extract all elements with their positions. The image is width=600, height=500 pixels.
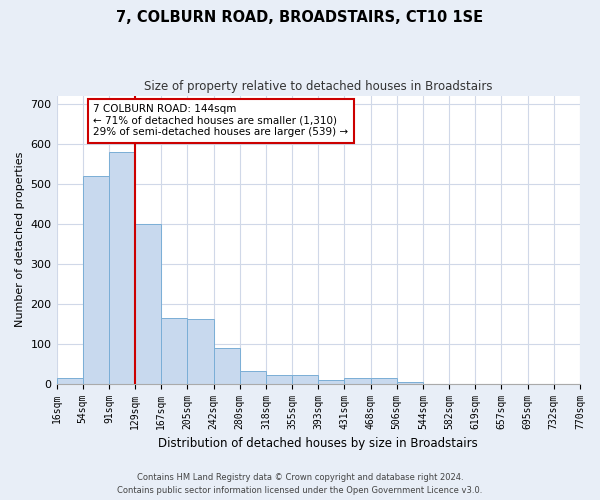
Text: Contains HM Land Registry data © Crown copyright and database right 2024.
Contai: Contains HM Land Registry data © Crown c… — [118, 474, 482, 495]
Bar — [344, 378, 371, 384]
Bar — [109, 152, 135, 384]
Bar — [56, 378, 83, 384]
Bar — [371, 378, 397, 384]
Text: 7 COLBURN ROAD: 144sqm
← 71% of detached houses are smaller (1,310)
29% of semi-: 7 COLBURN ROAD: 144sqm ← 71% of detached… — [93, 104, 349, 138]
Y-axis label: Number of detached properties: Number of detached properties — [15, 152, 25, 328]
Bar — [318, 380, 344, 384]
Bar — [83, 176, 109, 384]
Bar — [240, 371, 266, 384]
Text: 7, COLBURN ROAD, BROADSTAIRS, CT10 1SE: 7, COLBURN ROAD, BROADSTAIRS, CT10 1SE — [116, 10, 484, 25]
Bar — [187, 319, 214, 384]
Bar — [292, 375, 318, 384]
Bar — [214, 348, 240, 384]
Bar — [397, 382, 423, 384]
Title: Size of property relative to detached houses in Broadstairs: Size of property relative to detached ho… — [144, 80, 493, 93]
Bar — [135, 224, 161, 384]
Bar — [161, 318, 187, 384]
Bar — [266, 375, 292, 384]
X-axis label: Distribution of detached houses by size in Broadstairs: Distribution of detached houses by size … — [158, 437, 478, 450]
